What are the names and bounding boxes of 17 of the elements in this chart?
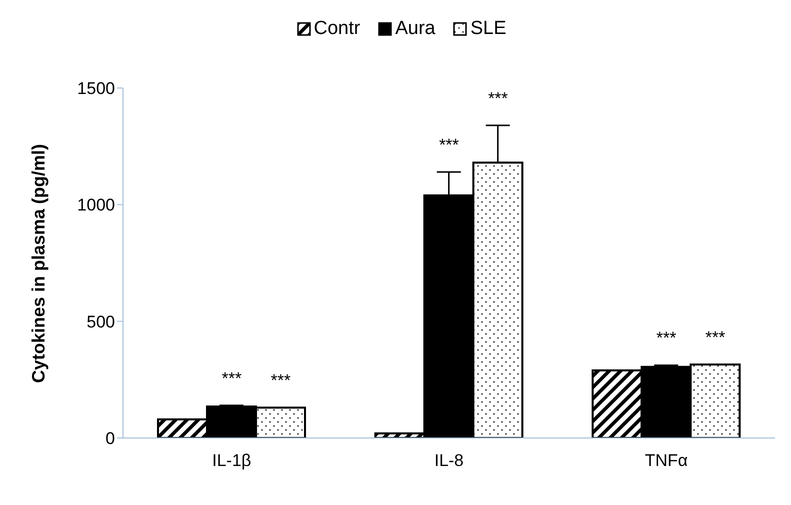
y-tick-label: 500 <box>86 312 115 332</box>
x-tick-label: IL-1β <box>212 451 252 470</box>
y-tick-label: 1000 <box>77 196 115 215</box>
annotation: *** <box>705 328 726 347</box>
legend-label: SLE <box>469 18 506 40</box>
legend-label: Contr <box>312 18 360 40</box>
annotation: *** <box>488 88 508 108</box>
legend-label: Aura <box>394 18 436 40</box>
y-axis-title: Cytokines in plasma (pg/ml) <box>28 144 48 383</box>
x-tick-label: TNFα <box>644 451 688 470</box>
y-tick-label: 0 <box>106 429 115 448</box>
y-tick-label: 1500 <box>77 79 115 98</box>
annotation: *** <box>656 328 677 348</box>
x-tick-label: IL-8 <box>434 451 464 470</box>
annotation: *** <box>222 368 242 388</box>
annotation: *** <box>270 371 291 390</box>
annotation: *** <box>439 135 460 154</box>
